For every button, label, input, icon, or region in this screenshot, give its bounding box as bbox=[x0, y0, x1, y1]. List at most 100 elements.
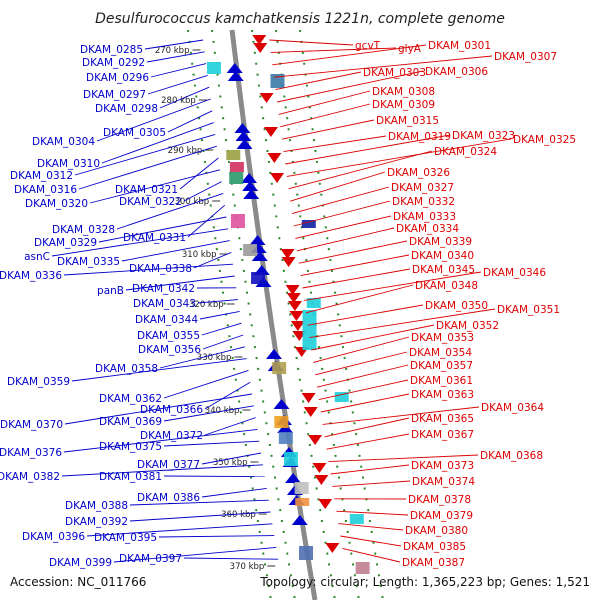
forward-gene-label: DKAM_0377 bbox=[137, 459, 200, 471]
forward-gene-label: DKAM_0381 bbox=[99, 471, 162, 483]
reverse-gene-label: DKAM_0307 bbox=[494, 51, 557, 63]
guide-track-2 bbox=[251, 29, 336, 600]
reverse-gene-label: DKAM_0374 bbox=[412, 476, 475, 488]
reverse-gene-label: DKAM_0332 bbox=[392, 196, 455, 208]
forward-label-leader bbox=[179, 157, 219, 190]
reverse-gene-label: DKAM_0348 bbox=[415, 280, 478, 292]
accession-text: Accession: NC_011766 bbox=[10, 575, 146, 589]
reverse-label-leader bbox=[280, 103, 371, 128]
forward-label-leader bbox=[96, 98, 211, 142]
forward-label-leader bbox=[78, 145, 217, 190]
reverse-label-leader bbox=[270, 47, 397, 53]
forward-gene-label: DKAM_0356 bbox=[138, 344, 201, 356]
forward-gene-arrow bbox=[265, 349, 282, 359]
scale-tick-label: 310 kbp bbox=[182, 250, 217, 260]
reverse-label-leader bbox=[273, 55, 493, 78]
reverse-gene-label: DKAM_0378 bbox=[408, 494, 471, 506]
reverse-gene-label: DKAM_0324 bbox=[434, 146, 497, 158]
gene-block bbox=[302, 310, 317, 350]
forward-gene-arrow bbox=[243, 189, 260, 199]
reverse-gene-arrow bbox=[301, 393, 316, 403]
reverse-label-leader bbox=[296, 227, 395, 252]
scale-tick-label: 320 kbp bbox=[189, 300, 224, 310]
reverse-label-leader bbox=[295, 215, 392, 239]
reverse-gene-label: DKAM_0365 bbox=[411, 413, 474, 425]
forward-label-leader bbox=[61, 464, 263, 477]
gene-block bbox=[299, 546, 314, 560]
forward-label-leader bbox=[86, 523, 273, 537]
forward-gene-arrow bbox=[242, 181, 259, 191]
forward-gene-label: DKAM_0342 bbox=[132, 283, 195, 295]
forward-gene-label: asnC bbox=[24, 251, 50, 263]
forward-gene-label: DKAM_0358 bbox=[95, 363, 158, 375]
forward-label-leader bbox=[163, 405, 254, 422]
forward-label-leader bbox=[125, 275, 235, 291]
gene-block bbox=[206, 62, 221, 74]
reverse-gene-arrow bbox=[308, 435, 323, 445]
guide-track-0 bbox=[187, 29, 272, 600]
forward-gene-label: DKAM_0304 bbox=[32, 136, 95, 148]
reverse-gene-arrow bbox=[263, 127, 278, 137]
scale-tick-label: 280 kbp bbox=[161, 96, 196, 106]
reverse-gene-label: DKAM_0361 bbox=[410, 375, 473, 387]
forward-gene-label: DKAM_0369 bbox=[99, 416, 162, 428]
forward-label-leader bbox=[129, 511, 271, 522]
forward-gene-label: DKAM_0322 bbox=[119, 196, 182, 208]
forward-gene-arrow bbox=[226, 63, 243, 73]
forward-gene-label: DKAM_0397 bbox=[119, 553, 182, 565]
reverse-gene-label: DKAM_0340 bbox=[411, 250, 474, 262]
reverse-gene-label: gcvT bbox=[355, 40, 381, 52]
reverse-gene-arrow bbox=[259, 93, 274, 103]
forward-gene-arrow bbox=[227, 71, 244, 81]
forward-gene-label: DKAM_0285 bbox=[80, 44, 143, 56]
reverse-gene-label: glyA bbox=[398, 43, 422, 55]
forward-gene-label: DKAM_0297 bbox=[83, 89, 146, 101]
forward-label-leader bbox=[51, 228, 229, 257]
reverse-gene-label: DKAM_0308 bbox=[372, 86, 435, 98]
reverse-gene-arrow bbox=[253, 43, 268, 53]
scale-tick-label: 330 kbp bbox=[197, 353, 232, 363]
forward-gene-label: DKAM_0395 bbox=[94, 532, 157, 544]
guide-track-1 bbox=[211, 29, 296, 600]
forward-label-leader bbox=[121, 240, 230, 262]
forward-label-leader bbox=[199, 310, 240, 320]
scale-ticks: 270 kbp 280 kbp 290 kbp 300 kbp 310 kbp 320 k… bbox=[155, 46, 276, 572]
forward-gene-arrow bbox=[241, 173, 258, 183]
forward-label-leader bbox=[89, 169, 221, 204]
reverse-label-leader bbox=[314, 351, 408, 376]
reverse-gene-label: DKAM_0346 bbox=[483, 267, 546, 279]
reverse-gene-label: DKAM_0373 bbox=[411, 460, 474, 472]
forward-label-leader bbox=[197, 299, 239, 304]
reverse-gene-label: DKAM_0367 bbox=[411, 429, 474, 441]
gene-block bbox=[230, 214, 245, 228]
reverse-label-leader bbox=[276, 70, 424, 103]
forward-gene-label: DKAM_0336 bbox=[0, 270, 62, 282]
gene-block bbox=[278, 432, 293, 444]
scale-tick-label: 290 kbp bbox=[168, 146, 203, 156]
forward-label-leader bbox=[158, 535, 275, 538]
reverse-label-leader bbox=[338, 523, 404, 531]
forward-label-leader bbox=[201, 452, 262, 465]
reverse-gene-arrow bbox=[252, 35, 267, 45]
forward-gene-label: DKAM_0392 bbox=[65, 516, 128, 528]
gene-block bbox=[226, 150, 241, 160]
reverse-label-leader bbox=[307, 304, 424, 326]
reverse-label-leader bbox=[320, 393, 410, 413]
reverse-gene-arrow bbox=[290, 321, 305, 331]
reverse-gene-label: DKAM_0303 bbox=[363, 67, 426, 79]
reverse-label-leader bbox=[291, 186, 390, 215]
reverse-label-leader bbox=[269, 39, 354, 46]
forward-gene-label: DKAM_0320 bbox=[25, 198, 88, 210]
reverse-label-leader bbox=[309, 308, 496, 339]
reverse-gene-label: DKAM_0387 bbox=[402, 557, 465, 569]
gene-block bbox=[251, 272, 266, 284]
forward-label-leader bbox=[204, 417, 256, 436]
reverse-gene-label: DKAM_0353 bbox=[411, 332, 474, 344]
reverse-label-leader bbox=[330, 464, 410, 475]
reverse-gene-label: DKAM_0350 bbox=[425, 300, 488, 312]
reverse-gene-label: DKAM_0319 bbox=[388, 131, 451, 143]
forward-gene-label: DKAM_0366 bbox=[140, 404, 203, 416]
gene-block bbox=[229, 172, 244, 184]
